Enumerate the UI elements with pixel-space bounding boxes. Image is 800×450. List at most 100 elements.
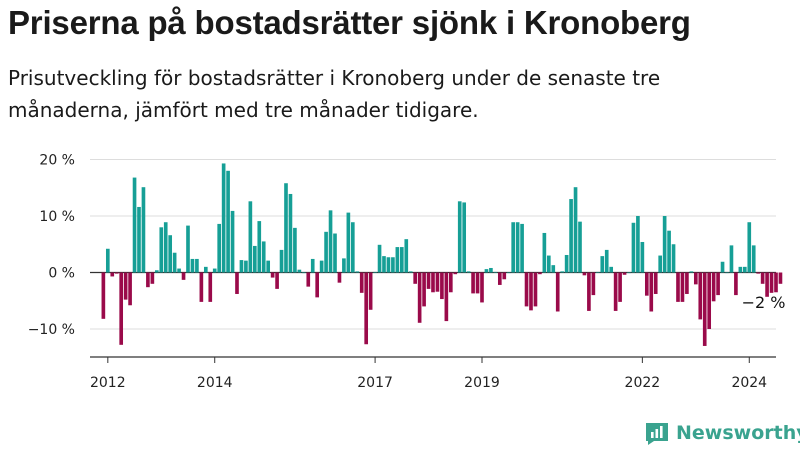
bar [506,272,511,274]
bar [671,244,676,273]
bar [778,272,783,284]
bar [203,266,208,273]
bar [698,272,703,320]
bar [689,271,694,273]
bar [520,223,524,273]
bar [435,272,440,292]
bar [288,193,293,273]
bar [742,266,747,273]
bar [582,272,587,276]
bar [422,272,426,307]
bar [573,187,578,273]
bar [333,233,337,273]
x-tick-label: 2012 [90,375,126,391]
bar [212,268,217,273]
bar [101,272,106,319]
bar [337,272,342,283]
bar [618,272,622,302]
bar [315,272,320,298]
bar [230,210,235,273]
bar [293,227,297,273]
bar [667,230,671,273]
bar [310,258,315,273]
bar-series [101,163,783,346]
bar [163,222,168,273]
bar [391,257,395,273]
bar [417,272,422,323]
bar [658,255,663,273]
bar [431,272,435,293]
bar [769,272,774,293]
bar [301,272,306,274]
bar [306,272,311,287]
bar [266,260,271,273]
bar [399,247,404,273]
bar [154,270,159,273]
bar [609,266,614,273]
chart-title: Priserna på bostadsrätter sjönk i Kronob… [8,4,691,41]
bar [146,272,150,288]
x-tick-label: 2024 [731,375,767,391]
bar [132,177,137,273]
bar [538,272,542,275]
bar [680,272,685,302]
bar [631,222,636,273]
bar [377,244,382,273]
bar [747,222,752,273]
bar [529,272,533,311]
bar [662,216,667,273]
bar [756,272,761,274]
bar [444,272,449,322]
bar [622,272,627,275]
bar [627,272,631,274]
bar [502,272,507,280]
bar [413,272,418,284]
bar [725,272,729,274]
bar [587,272,591,311]
bar [284,183,288,273]
bar [533,272,538,307]
bar [640,241,645,273]
bar [257,221,262,273]
bar [591,272,596,296]
bar [555,272,560,312]
bar [208,272,213,302]
bar [364,272,369,345]
bar [711,272,716,302]
bar [765,272,769,297]
bar [497,272,502,285]
bar [644,272,649,296]
x-tick-label: 2022 [625,375,661,391]
bar [226,170,230,273]
bar [382,256,386,273]
bar [221,163,226,273]
bar [480,272,484,303]
bar [702,272,707,346]
logo-text: Newsworthy [676,422,800,444]
x-tick-label: 2017 [357,375,393,391]
bar [355,271,360,273]
bar [604,249,609,273]
bar [734,272,738,296]
bar [141,187,146,273]
bar [600,256,605,273]
bar [707,272,712,329]
bar [685,272,689,294]
y-tick-label: 10 % [39,209,75,225]
bar [114,272,119,274]
bar [373,271,377,273]
bar [408,271,413,273]
bar [195,258,199,273]
bar [440,272,444,300]
bar [239,260,244,273]
bar [729,245,734,273]
bar [448,272,453,293]
x-axis: 2012 2014 2017 2019 2022 2024 [90,356,776,391]
bar [105,248,110,273]
bar [511,222,516,273]
bar [720,261,725,273]
bar [524,272,529,307]
bar [359,272,364,293]
bar [471,272,475,294]
y-tick-label: −10 % [28,322,75,338]
